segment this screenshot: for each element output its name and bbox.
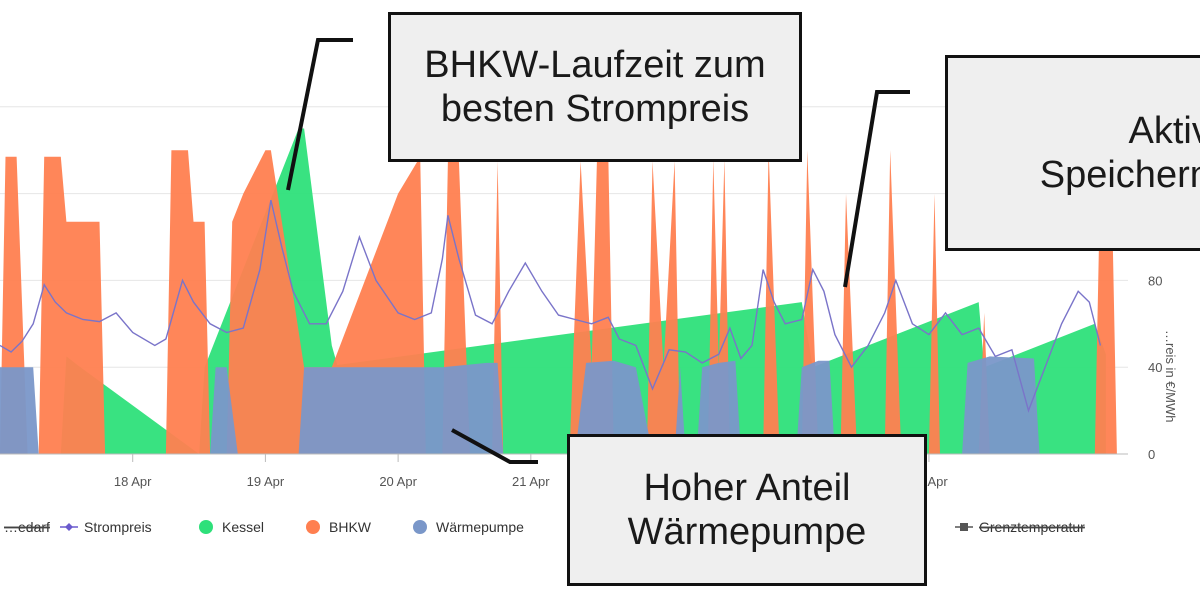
legend-item[interactable]: …edarf <box>0 519 50 535</box>
legend-item[interactable]: Strompreis <box>60 519 152 535</box>
legend-dot <box>413 520 427 534</box>
strompreis-line <box>0 199 1102 413</box>
legend-marker <box>960 523 968 531</box>
legend-dot <box>199 520 213 534</box>
y-tick-label: 80 <box>1148 273 1162 288</box>
pointer-bhkw <box>286 38 353 191</box>
callout-bhkw: BHKW-Laufzeit zum besten Strompreis <box>388 12 802 162</box>
y-axis-right: 0 40 80 <box>1148 273 1162 462</box>
y-axis-label: …reis in €/MWh <box>1163 330 1178 423</box>
pointer-wp <box>451 428 538 464</box>
legend-item[interactable]: BHKW <box>306 519 372 535</box>
strompreis-series <box>0 199 1102 413</box>
legend-item[interactable]: Grenztemperatur <box>955 519 1085 535</box>
legend-item[interactable]: Wärmepumpe <box>413 519 524 535</box>
x-tick-label: 18 Apr <box>114 474 152 489</box>
legend-marker <box>65 523 73 531</box>
y-tick-label: 40 <box>1148 360 1162 375</box>
callout-speicher-line1: Aktive <box>1128 110 1200 152</box>
x-tick-label: 21 Apr <box>512 474 550 489</box>
legend-dot <box>306 520 320 534</box>
x-axis: 18 Apr 19 Apr 20 Apr 21 Apr 24 Apr <box>0 453 1128 489</box>
legend-label: Strompreis <box>84 519 152 535</box>
callout-wp-line1: Hoher Anteil <box>643 467 851 509</box>
area-bhkw <box>0 150 1117 454</box>
callout-speicher-line2: Speichernu <box>1039 154 1200 196</box>
legend-label: Kessel <box>222 519 264 535</box>
legend-label: BHKW <box>329 519 372 535</box>
area-series <box>0 128 1117 454</box>
callout-wp-line2: Wärmepumpe <box>627 511 867 553</box>
legend-item[interactable]: Kessel <box>199 519 264 535</box>
pointer-speicher <box>843 90 910 288</box>
legend: …edarf Strompreis Kessel BHKW Wärmepumpe Gren… <box>0 519 1085 535</box>
callout-speicher: Aktive Speichernu <box>945 55 1200 251</box>
callout-pointers <box>286 38 910 464</box>
callout-bhkw-line1: BHKW-Laufzeit zum <box>424 44 766 86</box>
callout-wp: Hoher Anteil Wärmepumpe <box>567 434 927 586</box>
x-tick-label: 20 Apr <box>379 474 417 489</box>
y-tick-label: 0 <box>1148 447 1155 462</box>
area-wrmepumpe <box>0 356 1040 454</box>
callout-bhkw-line2: besten Strompreis <box>440 88 750 130</box>
legend-label: Wärmepumpe <box>436 519 524 535</box>
x-tick-label: 19 Apr <box>247 474 285 489</box>
